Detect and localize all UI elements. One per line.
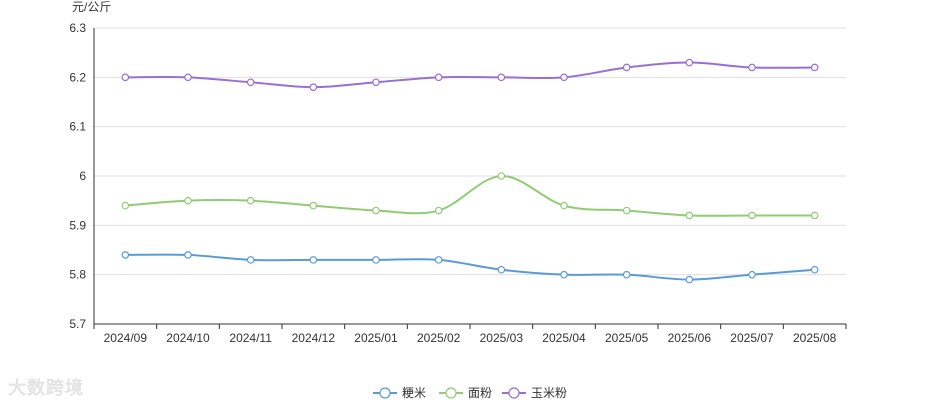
data-point[interactable]	[184, 196, 192, 205]
data-point[interactable]	[184, 73, 192, 82]
y-tick-label: 6.2	[69, 70, 86, 84]
data-point[interactable]	[685, 58, 694, 67]
y-axis-unit-label: 元/公斤	[72, 0, 111, 14]
data-point[interactable]	[372, 206, 380, 215]
data-point[interactable]	[121, 251, 130, 259]
y-tick-label: 5.8	[69, 268, 86, 282]
series-group	[121, 58, 819, 284]
data-point[interactable]	[309, 83, 318, 92]
x-axis: 2024/09 2024/10 2024/11 2024/12 2025/01 2025/…	[93, 28, 847, 345]
series-line	[125, 61, 815, 89]
x-tick-label: 2024/10	[166, 331, 210, 345]
data-point[interactable]	[372, 78, 380, 87]
data-point[interactable]	[560, 270, 568, 279]
legend-marker-icon	[445, 387, 457, 399]
y-tick-label: 6.1	[69, 120, 86, 134]
legend-label: 粳米	[402, 386, 426, 400]
data-point[interactable]	[810, 211, 819, 220]
series-3	[121, 58, 819, 92]
data-point[interactable]	[497, 73, 506, 82]
x-tick-label: 2025/02	[417, 331, 461, 345]
x-tick-label: 2025/06	[668, 331, 712, 345]
data-point[interactable]	[497, 265, 506, 274]
y-tick-label: 5.7	[69, 317, 86, 331]
watermark-logo: 大数跨境	[8, 378, 84, 399]
legend-marker-icon	[508, 387, 520, 399]
x-tick-label: 2025/07	[730, 331, 774, 345]
x-tick-label: 2025/05	[605, 331, 649, 345]
y-tick-label: 6	[79, 169, 86, 183]
data-point[interactable]	[810, 265, 819, 274]
data-point[interactable]	[685, 211, 694, 220]
data-point[interactable]	[121, 73, 130, 82]
legend-marker-icon	[379, 387, 391, 399]
data-point[interactable]	[184, 251, 192, 259]
series-line	[125, 253, 815, 281]
data-point[interactable]	[748, 211, 756, 220]
legend-label: 玉米粉	[531, 386, 567, 400]
x-tick-label: 2025/01	[354, 331, 398, 345]
x-tick-label: 2025/08	[793, 331, 837, 345]
data-point[interactable]	[748, 270, 756, 279]
data-point[interactable]	[497, 172, 506, 180]
legend-item[interactable]: 玉米粉	[502, 386, 567, 400]
series-line	[125, 174, 815, 217]
data-point[interactable]	[748, 63, 756, 72]
series-1	[121, 251, 819, 284]
data-point[interactable]	[622, 206, 631, 215]
data-point[interactable]	[810, 63, 819, 72]
legend-label: 面粉	[468, 386, 492, 400]
x-tick-label: 2025/03	[480, 331, 524, 345]
data-point[interactable]	[246, 256, 255, 264]
y-tick-label: 6.3	[69, 21, 86, 35]
data-point[interactable]	[309, 256, 318, 264]
y-tick-label: 5.9	[69, 218, 86, 232]
x-tick-label: 2025/04	[542, 331, 586, 345]
data-point[interactable]	[434, 256, 443, 264]
data-point[interactable]	[246, 78, 255, 87]
legend-item[interactable]: 面粉	[439, 386, 492, 400]
data-point[interactable]	[246, 196, 255, 205]
data-point[interactable]	[560, 73, 568, 82]
data-point[interactable]	[372, 256, 380, 264]
data-point[interactable]	[309, 201, 318, 210]
data-point[interactable]	[434, 73, 443, 82]
data-point[interactable]	[685, 275, 694, 284]
x-tick-label: 2024/11	[229, 331, 272, 345]
data-point[interactable]	[622, 63, 631, 72]
data-point[interactable]	[121, 201, 130, 210]
data-point[interactable]	[434, 206, 443, 215]
legend-item[interactable]: 粳米	[373, 386, 426, 400]
data-point[interactable]	[560, 201, 568, 210]
series-2	[121, 172, 819, 220]
x-tick-label: 2024/09	[104, 331, 148, 345]
grid	[94, 27, 846, 325]
data-point[interactable]	[622, 270, 631, 279]
legend[interactable]: 粳米 面粉 玉米粉	[373, 386, 567, 400]
y-axis-ticks: 5.7 5.8 5.9 6 6.1 6.2 6.3	[69, 21, 86, 331]
x-tick-label: 2024/12	[292, 331, 336, 345]
